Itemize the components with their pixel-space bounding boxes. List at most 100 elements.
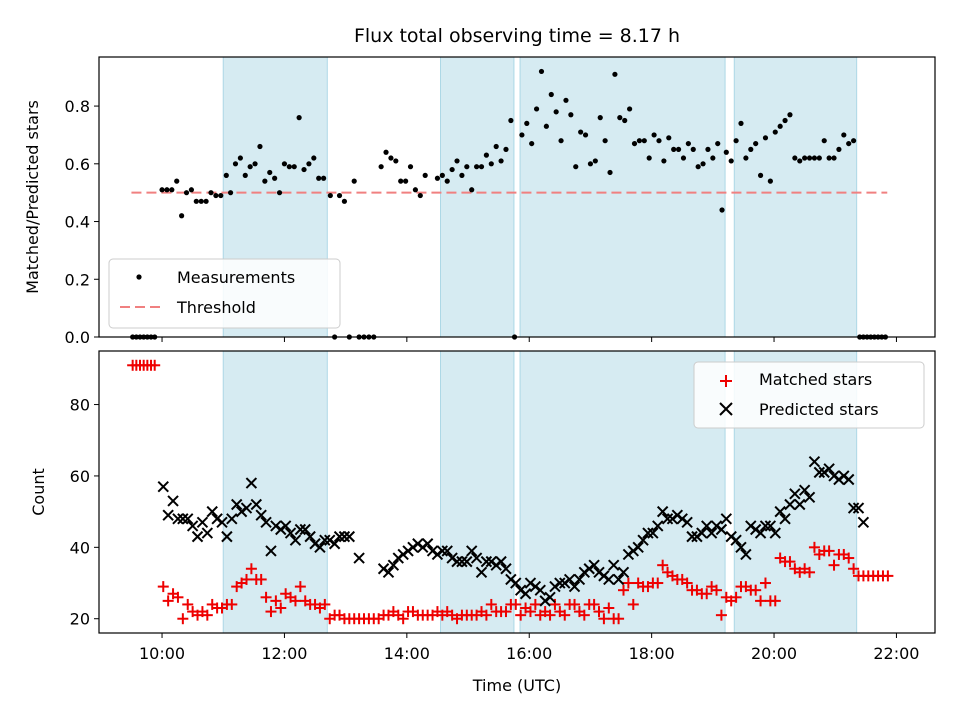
- predicted-star-point: [353, 552, 365, 564]
- predicted-star-point: [510, 577, 522, 589]
- measurement-point: [816, 155, 822, 161]
- matched-star-point: [270, 595, 282, 607]
- predicted-star-point: [382, 566, 395, 579]
- measurement-point: [582, 132, 589, 138]
- measurement-point: [666, 135, 672, 141]
- measurement-point: [183, 190, 190, 196]
- predicted-star-point: [563, 573, 576, 586]
- matched-star-point: [544, 609, 556, 621]
- measurement-point: [533, 106, 540, 112]
- measurement-point: [321, 175, 327, 181]
- measurement-point: [237, 155, 243, 161]
- measurement-point: [568, 112, 574, 118]
- predicted-star-point: [216, 516, 228, 529]
- measurement-point: [757, 172, 764, 178]
- predicted-star-point: [637, 534, 649, 546]
- predicted-star-point: [612, 573, 625, 586]
- measurement-point: [738, 120, 744, 126]
- top-panel: 0.00.20.40.60.8 Matched/Predicted stars …: [23, 56, 936, 347]
- predicted-star-point: [294, 523, 307, 536]
- measurement-point: [782, 117, 788, 124]
- measurement-point: [449, 166, 455, 173]
- matched-star-point: [397, 613, 409, 625]
- measurement-point: [602, 138, 608, 144]
- predicted-star-point: [847, 502, 860, 514]
- measurement-point: [772, 129, 778, 135]
- measurement-point: [661, 158, 667, 164]
- measurement-point: [675, 146, 682, 152]
- measurement-point: [553, 109, 559, 115]
- predicted-star-point: [157, 480, 169, 493]
- measurement-point: [459, 172, 465, 178]
- matched-stars-series: [127, 359, 894, 625]
- measurement-point: [388, 155, 394, 161]
- predicted-star-point: [632, 541, 644, 554]
- matched-star-point: [515, 609, 527, 621]
- measurement-point: [597, 115, 603, 121]
- observing-window-band: [222, 350, 328, 634]
- predicted-star-point: [230, 498, 243, 511]
- predicted-star-point: [279, 520, 292, 532]
- measurement-point: [398, 178, 404, 184]
- top-y-axis-label: Matched/Predicted stars: [23, 100, 42, 294]
- measurement-point: [454, 158, 460, 164]
- measurement-point: [488, 161, 494, 167]
- x-axis-label: Time (UTC): [472, 676, 561, 695]
- bottom-legend: Matched stars Predicted stars: [693, 361, 925, 429]
- predicted-star-point: [617, 566, 630, 579]
- predicted-star-point: [813, 466, 826, 479]
- measurement-point: [831, 155, 837, 161]
- predicted-star-point: [784, 498, 796, 511]
- predicted-star-point: [534, 584, 546, 596]
- predicted-star-point: [647, 527, 659, 539]
- measurement-point: [671, 146, 677, 152]
- measurement-point: [529, 140, 535, 147]
- matched-star-point: [769, 595, 781, 607]
- matched-star-point: [265, 606, 277, 618]
- predicted-star-point: [500, 563, 512, 575]
- measurement-point: [821, 138, 827, 144]
- matched-star-point: [172, 591, 184, 603]
- measurement-point: [223, 172, 229, 178]
- matched-star-point: [784, 556, 796, 568]
- predicted-star-point: [441, 545, 453, 557]
- matched-star-point: [480, 609, 492, 621]
- measurement-point: [846, 140, 852, 147]
- measurement-point: [281, 161, 288, 167]
- measurement-point: [213, 192, 219, 199]
- predicted-star-point: [686, 530, 698, 543]
- predicted-star-point: [466, 545, 478, 557]
- measurement-point: [797, 158, 803, 164]
- measurement-point: [407, 164, 414, 170]
- measurement-point: [748, 146, 754, 152]
- matched-star-point: [260, 591, 272, 603]
- matched-star-point: [149, 359, 161, 371]
- measurement-point: [787, 112, 793, 118]
- measurement-point: [218, 192, 224, 199]
- measurement-point: [242, 172, 248, 178]
- matched-star-point: [828, 559, 840, 571]
- measurement-point: [296, 115, 302, 121]
- measurement-point: [617, 115, 623, 121]
- legend-matched-marker: [720, 375, 732, 387]
- predicted-star-point: [735, 541, 747, 554]
- predicted-star-point: [720, 513, 733, 525]
- matched-star-point: [759, 577, 771, 589]
- predicted-star-point: [480, 555, 493, 568]
- measurement-point: [444, 178, 450, 184]
- measurement-point: [393, 158, 399, 164]
- measurement-point: [548, 91, 554, 98]
- predicted-star-point: [701, 520, 713, 532]
- predicted-star-point: [177, 513, 189, 525]
- predicted-star-point: [436, 545, 449, 557]
- matched-star-point: [255, 573, 267, 585]
- measurement-point: [262, 178, 268, 184]
- measurement-point: [164, 187, 170, 193]
- matched-star-point: [598, 613, 610, 625]
- top-x-axis-ticks: [161, 337, 897, 342]
- predicted-star-point: [255, 509, 267, 521]
- matched-star-point: [294, 581, 306, 593]
- matched-star-point: [226, 598, 238, 610]
- measurement-point: [474, 164, 480, 170]
- measurement-point: [469, 187, 475, 193]
